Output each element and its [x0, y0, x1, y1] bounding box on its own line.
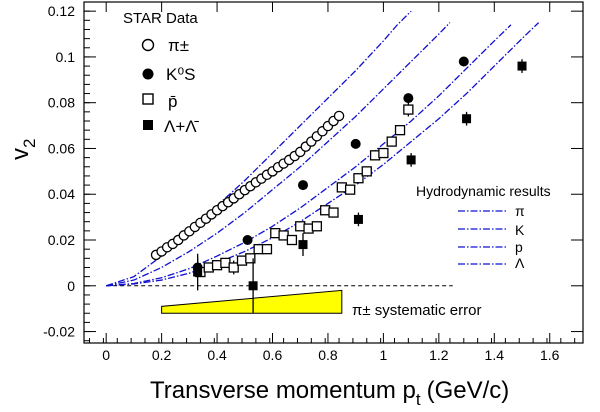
data-point-open-square: [253, 244, 264, 255]
x-tick-label: 0.8: [318, 347, 338, 363]
data-point-open-square: [220, 257, 231, 269]
data-point-open-square: [211, 260, 223, 271]
model-legend: Hydrodynamic results π K p Λ: [416, 183, 551, 271]
data-point-open-square: [328, 207, 339, 218]
data-legend-title: STAR Data: [123, 10, 198, 27]
data-point-open-square: [203, 262, 214, 273]
x-tick-label: 0.2: [152, 347, 172, 363]
y-tick-label: 0.12: [48, 3, 75, 19]
y-axis-title-main: v: [7, 148, 34, 160]
x-axis-title-main: Transverse momentum p: [150, 377, 416, 404]
data-point-filled-square: [353, 214, 363, 224]
hydro-curve-K: [106, 22, 451, 287]
model-legend-proton: p: [515, 239, 523, 255]
legend-marker-filled-square: [143, 120, 153, 130]
series-filled-square: [193, 59, 527, 314]
data-point-filled-square: [248, 281, 258, 291]
model-legend-title: Hydrodynamic results: [416, 183, 551, 199]
plot-frame: [83, 1, 584, 344]
data-point-open-square: [311, 221, 323, 232]
data-point-filled-circle: [298, 180, 309, 191]
x-tick-label: 0.4: [207, 347, 227, 363]
legend-entry-kaon: K⁰S: [166, 65, 196, 84]
model-legend-kaon: K: [515, 222, 525, 238]
data-point-open-square: [336, 182, 347, 193]
data-point-filled-circle: [403, 93, 414, 104]
y-tick-label: 0.02: [48, 232, 75, 248]
data-point-filled-square: [298, 240, 308, 250]
data-point-filled-square: [517, 61, 527, 71]
data-point-open-square: [261, 244, 273, 255]
y-tick-label: 0.04: [48, 186, 75, 202]
data-point-open-square: [369, 150, 381, 161]
y-tick-labels: -0.02 0 0.02 0.04 0.06 0.08 0.1 0.12: [43, 3, 75, 339]
data-point-filled-square: [406, 155, 416, 165]
x-tick-label: 1.6: [540, 347, 560, 363]
legend-marker-open-circle: [141, 38, 155, 52]
y-tick-label: 0.06: [48, 140, 75, 156]
data-point-open-square: [378, 147, 389, 159]
x-axis-title-units: (GeV/c): [427, 377, 510, 404]
series-open-square: [195, 102, 414, 278]
hydro-curve-p: [106, 24, 512, 287]
data-point-open-square: [270, 227, 281, 239]
data-point-open-square: [403, 104, 414, 115]
x-tick-label: 1.4: [485, 347, 505, 363]
data-point-open-square: [353, 173, 364, 184]
y-axis-title-subscript: 2: [20, 139, 39, 148]
x-axis-title-subscript: t: [416, 390, 421, 409]
data-point-filled-square: [193, 267, 203, 277]
x-axis-title: Transverse momentum pt (GeV/c): [150, 377, 509, 409]
data-point-open-square: [286, 234, 298, 246]
data-point-open-circle: [333, 110, 345, 122]
legend-entry-antiproton: p̄: [168, 92, 177, 111]
legend-entry-lambda: Λ+Λ̄: [164, 117, 200, 136]
data-point-open-square: [361, 166, 372, 177]
y-tick-label: 0.08: [48, 95, 75, 111]
y-tick-label: 0: [67, 278, 75, 294]
x-tick-labels: 0 0.2 0.4 0.6 0.8 1 1.2 1.4 1.6: [102, 347, 559, 363]
legend-marker-open-square: [142, 93, 154, 105]
data-point-open-square: [344, 184, 356, 195]
x-tick-label: 0.6: [263, 347, 283, 363]
data-point-open-square: [245, 253, 256, 264]
data-point-filled-circle: [458, 56, 469, 67]
legend-marker-filled-circle: [142, 68, 154, 80]
data-legend: STAR Data π± K⁰S p̄ Λ+Λ̄: [123, 10, 200, 136]
model-legend-lambda: Λ: [515, 255, 525, 271]
data-point-open-square: [303, 223, 314, 234]
x-tick-label: 1: [380, 347, 388, 363]
data-point-open-square: [394, 125, 406, 136]
systematic-error-label: π± systematic error: [352, 302, 481, 319]
data-point-open-square: [278, 230, 289, 241]
data-point-filled-circle: [242, 235, 253, 246]
data-point-filled-square: [462, 114, 472, 124]
data-point-open-square: [386, 136, 397, 147]
systematic-error-band: [161, 289, 343, 314]
data-point-open-square: [228, 262, 239, 273]
data-point-open-square: [236, 255, 248, 266]
y-tick-label: 0.1: [56, 49, 76, 65]
data-point-filled-circle: [350, 138, 361, 149]
hydro-curve-Λ: [106, 22, 540, 287]
axis-ticks: [84, 2, 583, 343]
series-open-circle: [150, 110, 345, 261]
y-tick-label: -0.02: [43, 324, 75, 340]
series-filled-circle: [192, 56, 469, 277]
model-legend-lines: [458, 210, 508, 265]
data-series: [150, 56, 527, 314]
model-legend-pion: π: [515, 203, 525, 219]
data-point-open-square: [320, 205, 331, 216]
data-point-open-square: [295, 221, 306, 232]
x-tick-label: 0: [102, 347, 110, 363]
x-tick-label: 1.2: [429, 347, 449, 363]
y-axis-title: v2: [7, 139, 39, 160]
legend-entry-pion: π±: [168, 36, 189, 55]
